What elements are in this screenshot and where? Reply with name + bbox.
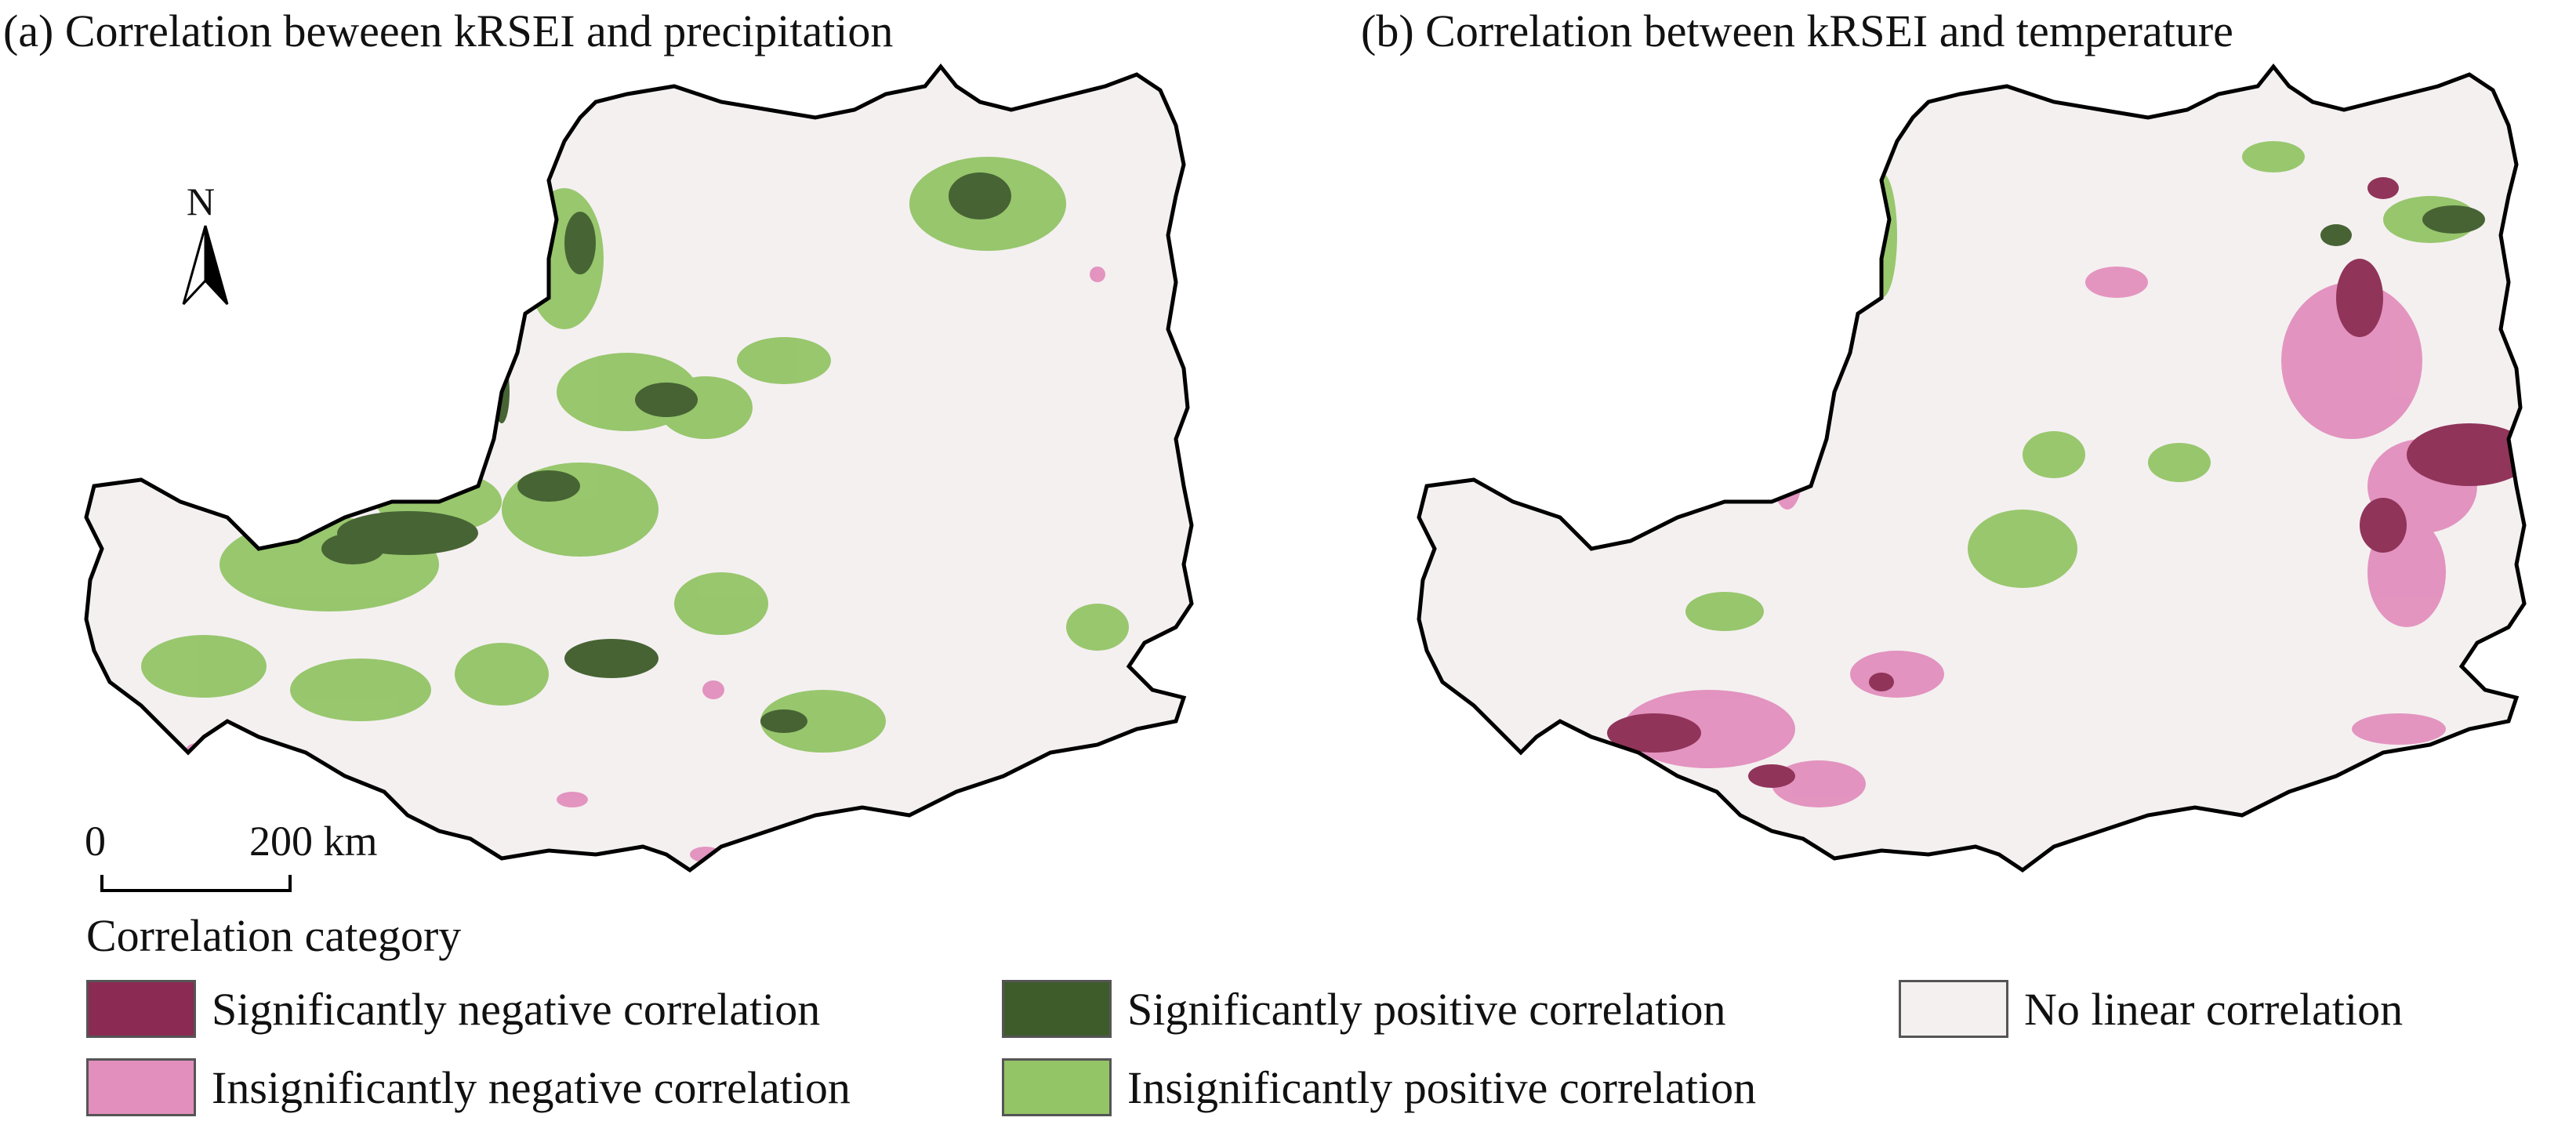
- scale-bar: [100, 875, 292, 892]
- legend-swatch: [1002, 980, 1112, 1038]
- legend-label: Significantly positive correlation: [1127, 984, 1726, 1035]
- legend-label: Insignificantly negative correlation: [212, 1062, 851, 1113]
- scale-start-label: 0: [85, 818, 106, 865]
- legend-swatch: [1002, 1058, 1112, 1116]
- map-precipitation: [0, 0, 1254, 909]
- panel-b-title: (b) Correlation between kRSEI and temper…: [1361, 5, 2233, 56]
- legend-swatch: [86, 1058, 196, 1116]
- north-arrow-icon: [182, 225, 229, 306]
- region-fill: [1419, 67, 2524, 870]
- legend-title: Correlation category: [86, 910, 462, 961]
- legend-label: Significantly negative correlation: [212, 984, 821, 1035]
- map-temperature: [1333, 0, 2576, 909]
- correlation-patches: [1463, 141, 2524, 807]
- legend-label: No linear correlation: [2024, 984, 2404, 1035]
- panel-a-title: (a) Correlation beweeen kRSEI and precip…: [3, 5, 894, 56]
- correlation-patches: [141, 157, 1129, 862]
- legend-swatch: [86, 980, 196, 1038]
- north-arrow-label: N: [187, 180, 216, 223]
- legend-swatch: [1899, 980, 2008, 1038]
- legend-label: Insignificantly positive correlation: [1127, 1062, 1757, 1113]
- scale-end-label: 200 km: [249, 818, 378, 865]
